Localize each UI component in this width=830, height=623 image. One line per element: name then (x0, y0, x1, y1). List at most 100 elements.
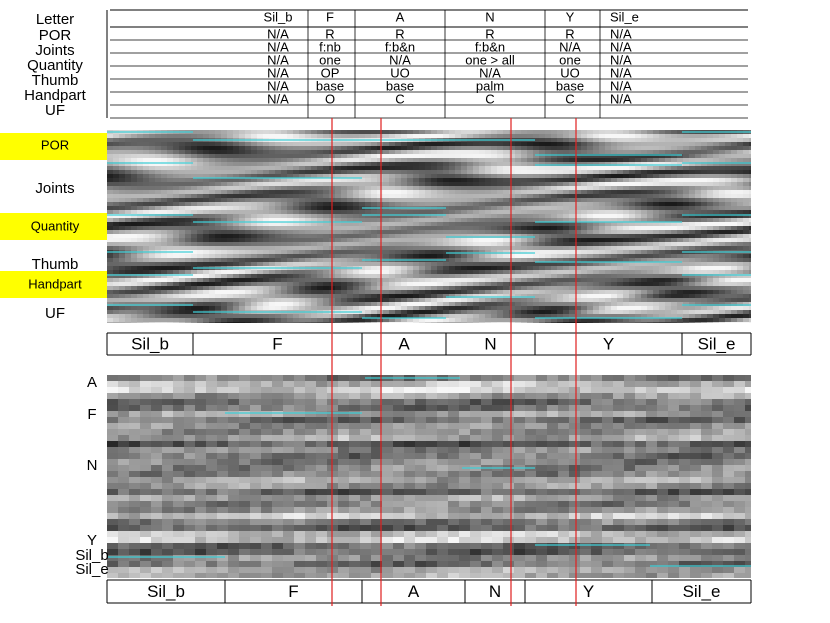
heatmap-cell (485, 310, 491, 314)
heatmap-cell (293, 262, 299, 266)
heatmap-cell (629, 146, 635, 150)
heatmap-cell (443, 278, 449, 282)
heatmap-cell (527, 186, 533, 190)
heatmap-cell (281, 142, 287, 146)
heatmap-cell (491, 162, 497, 166)
heatmap-cell (377, 150, 383, 154)
heatmap-cell (671, 302, 677, 306)
heatmap-cell (707, 226, 713, 230)
heatmap-cell (617, 278, 623, 282)
heatmap-cell (149, 298, 155, 302)
heatmap-cell (395, 234, 401, 238)
heatmap-cell (749, 202, 751, 206)
heatmap-cell (641, 310, 647, 314)
heatmap-cell (593, 230, 599, 234)
heatmap-cell (299, 226, 305, 230)
heatmap-cell (599, 278, 605, 282)
heatmap-cell (359, 174, 365, 178)
heatmap-cell (461, 242, 467, 246)
heatmap-cell (383, 202, 389, 206)
heatmap-cell (143, 302, 149, 306)
heatmap-cell (473, 226, 479, 230)
heatmap-cell (431, 230, 437, 234)
heatmap-cell (725, 150, 731, 154)
heatmap-cell (191, 206, 197, 210)
heatmap-cell (239, 150, 245, 154)
heatmap-cell (311, 222, 317, 226)
heatmap-cell (257, 270, 263, 274)
heatmap-cell (245, 174, 251, 178)
heatmap-cell (587, 286, 593, 290)
heatmap-cell (575, 250, 581, 254)
heatmap-cell (707, 282, 713, 286)
heatmap-cell (581, 298, 587, 302)
heatmap-cell (371, 306, 377, 310)
heatmap-cell (749, 238, 751, 242)
heatmap-cell (389, 178, 395, 182)
heatmap-cell (557, 194, 563, 198)
heatmap-cell (677, 210, 683, 214)
heatmap-cell (569, 270, 575, 274)
heatmap-cell (377, 250, 383, 254)
heatmap-cell (419, 230, 425, 234)
heatmap-cell (221, 218, 227, 222)
heatmap-cell (425, 298, 431, 302)
heatmap-cell (677, 266, 683, 270)
heatmap-cell (455, 266, 461, 270)
heatmap-cell (305, 294, 311, 298)
heatmap-cell (161, 138, 167, 142)
heatmap-cell (353, 134, 359, 138)
heatmap-cell (281, 218, 287, 222)
heatmap-cell (419, 198, 425, 202)
heatmap-cell (503, 242, 509, 246)
heatmap-cell (587, 278, 593, 282)
heatmap-cell (479, 234, 485, 238)
heatmap-cell (323, 242, 329, 246)
heatmap-cell (509, 234, 515, 238)
heatmap-cell (725, 230, 731, 234)
heatmap-cell (233, 254, 239, 258)
heatmap-cell (737, 290, 743, 294)
heatmap-cell (167, 278, 173, 282)
heatmap-cell (281, 154, 287, 158)
heatmap-cell (377, 166, 383, 170)
heatmap-cell (467, 202, 473, 206)
heatmap-cell (227, 142, 233, 146)
heatmap-cell (113, 214, 119, 218)
heatmap-cell (185, 206, 191, 210)
heatmap-cell (575, 270, 581, 274)
heatmap-cell (665, 278, 671, 282)
heatmap-cell (281, 162, 287, 166)
heatmap-cell (197, 306, 203, 310)
heatmap-cell (203, 262, 209, 266)
heatmap-cell (539, 162, 545, 166)
heatmap-cell (485, 142, 491, 146)
heatmap-cell (695, 230, 701, 234)
heatmap-cell (311, 146, 317, 150)
heatmap-cell (167, 142, 173, 146)
heatmap-cell (539, 178, 545, 182)
heatmap-cell (395, 310, 401, 314)
heatmap-cell (125, 262, 131, 266)
heatmap-cell (173, 254, 179, 258)
heatmap-cell (263, 166, 269, 170)
heatmap-cell (263, 250, 269, 254)
heatmap-cell (695, 302, 701, 306)
heatmap-cell (203, 186, 209, 190)
heatmap-cell (683, 226, 689, 230)
heatmap-cell (749, 210, 751, 214)
heatmap-cell (293, 306, 299, 310)
heatmap-cell (485, 290, 491, 294)
heatmap-cell (143, 206, 149, 210)
heatmap-cell (263, 146, 269, 150)
heatmap-cell (473, 198, 479, 202)
heatmap-cell (611, 186, 617, 190)
heatmap-cell (461, 234, 467, 238)
heatmap-cell (557, 158, 563, 162)
heatmap-cell (437, 146, 443, 150)
heatmap-cell (629, 226, 635, 230)
heatmap-cell (287, 162, 293, 166)
heatmap-cell (395, 230, 401, 234)
heatmap-cell (623, 186, 629, 190)
heatmap-cell (323, 190, 329, 194)
